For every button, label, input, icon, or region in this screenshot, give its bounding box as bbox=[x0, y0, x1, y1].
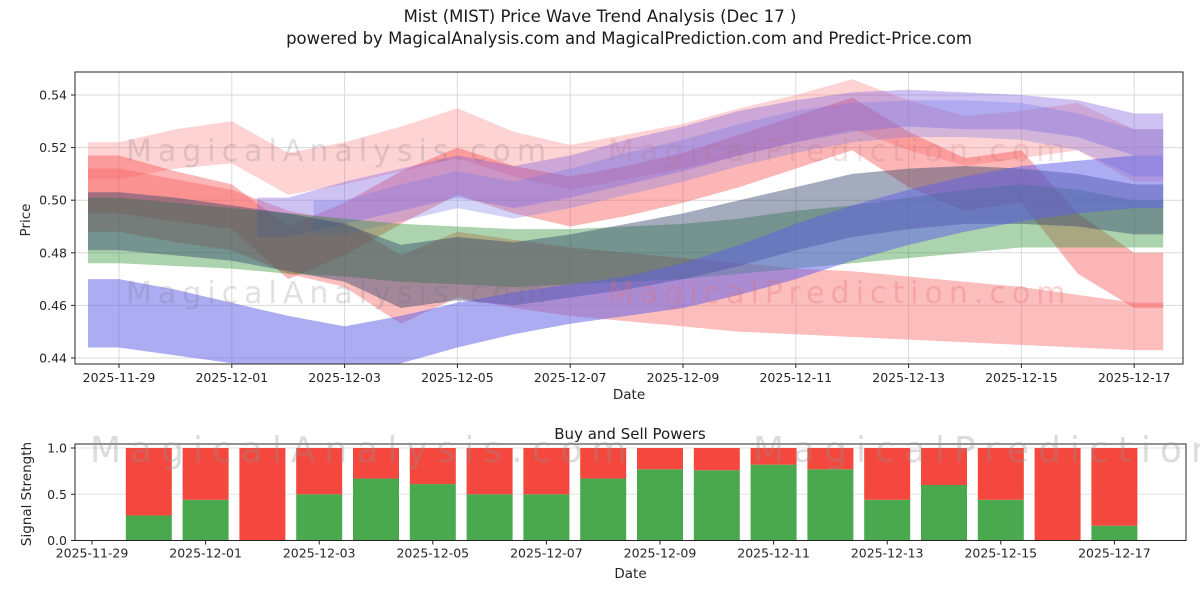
sell-bar bbox=[466, 448, 513, 495]
svg-text:2025-12-05: 2025-12-05 bbox=[396, 546, 469, 561]
sell-bar bbox=[296, 448, 343, 495]
buy-bar bbox=[864, 499, 911, 541]
svg-text:1.0: 1.0 bbox=[47, 441, 67, 456]
svg-text:2025-12-09: 2025-12-09 bbox=[647, 370, 720, 385]
sell-bar bbox=[580, 448, 627, 479]
buy-bar bbox=[693, 470, 740, 541]
svg-text:2025-12-13: 2025-12-13 bbox=[872, 370, 945, 385]
sell-bar bbox=[921, 448, 967, 485]
sell-bar bbox=[523, 448, 570, 495]
price-y-ticks: 0.44 0.46 0.48 0.50 0.52 0.54 bbox=[39, 88, 75, 366]
buy-bar bbox=[523, 494, 570, 541]
buy-bar bbox=[125, 515, 172, 541]
sell-bar bbox=[1034, 448, 1081, 541]
page-title: Mist (MIST) Price Wave Trend Analysis (D… bbox=[403, 7, 797, 26]
price-x-ticks: 2025-11-29 2025-12-01 2025-12-03 2025-12-05… bbox=[83, 364, 1171, 385]
svg-text:2025-12-17: 2025-12-17 bbox=[1078, 546, 1151, 561]
buy-bar bbox=[921, 485, 967, 541]
buy-bar bbox=[409, 484, 456, 541]
svg-text:2025-12-17: 2025-12-17 bbox=[1098, 370, 1171, 385]
band-red-main-wave bbox=[88, 97, 1164, 308]
svg-text:2025-12-15: 2025-12-15 bbox=[985, 370, 1058, 385]
svg-text:2025-12-03: 2025-12-03 bbox=[308, 370, 381, 385]
svg-text:0.54: 0.54 bbox=[39, 88, 67, 103]
svg-text:2025-12-13: 2025-12-13 bbox=[851, 546, 924, 561]
svg-text:0.46: 0.46 bbox=[39, 298, 67, 313]
sell-bar bbox=[125, 448, 172, 516]
svg-text:2025-12-11: 2025-12-11 bbox=[737, 546, 810, 561]
svg-text:2025-12-01: 2025-12-01 bbox=[195, 370, 268, 385]
svg-text:0.5: 0.5 bbox=[47, 487, 67, 502]
buy-bar bbox=[750, 464, 797, 541]
svg-text:2025-11-29: 2025-11-29 bbox=[83, 370, 156, 385]
svg-text:0.50: 0.50 bbox=[39, 193, 67, 208]
buy-sell-title: Buy and Sell Powers bbox=[554, 425, 706, 443]
svg-text:0.0: 0.0 bbox=[47, 533, 67, 548]
svg-text:2025-12-05: 2025-12-05 bbox=[421, 370, 494, 385]
date-axis-label-top: Date bbox=[612, 387, 646, 403]
svg-text:2025-12-11: 2025-12-11 bbox=[759, 370, 832, 385]
buy-bar bbox=[807, 469, 854, 541]
buy-bar bbox=[353, 478, 399, 541]
sell-bar bbox=[750, 448, 797, 465]
svg-text:0.48: 0.48 bbox=[39, 245, 67, 260]
price-wave-bands bbox=[88, 79, 1164, 364]
page-subtitle: powered by MagicalAnalysis.com and Magic… bbox=[286, 29, 972, 48]
sell-bar bbox=[409, 448, 456, 485]
svg-text:0.52: 0.52 bbox=[39, 140, 67, 155]
buy-bar bbox=[1091, 525, 1138, 541]
band-pink-pale-wave bbox=[88, 79, 1164, 195]
sell-bar bbox=[1091, 448, 1138, 526]
buy-bar bbox=[977, 499, 1024, 541]
buy-bar bbox=[296, 494, 343, 541]
signal-plot-border bbox=[74, 443, 1187, 541]
signal-x-ticks: 2025-11-29 2025-12-01 2025-12-03 2025-12-05… bbox=[56, 540, 1151, 561]
sell-bar bbox=[353, 448, 399, 479]
svg-text:2025-12-09: 2025-12-09 bbox=[624, 546, 697, 561]
buy-bar bbox=[637, 469, 683, 541]
buy-bar bbox=[580, 478, 627, 541]
sell-bar bbox=[637, 448, 683, 470]
date-axis-label-bottom: Date bbox=[614, 566, 647, 582]
sell-bar bbox=[807, 448, 854, 470]
sell-bar bbox=[693, 448, 740, 471]
svg-text:2025-12-01: 2025-12-01 bbox=[169, 546, 242, 561]
band-red-descending-band bbox=[88, 168, 1164, 351]
svg-text:2025-11-29: 2025-11-29 bbox=[56, 546, 129, 561]
svg-text:2025-12-15: 2025-12-15 bbox=[964, 546, 1037, 561]
svg-text:2025-12-07: 2025-12-07 bbox=[510, 546, 583, 561]
sell-bar bbox=[864, 448, 911, 500]
sell-bar bbox=[182, 448, 229, 500]
band-periwinkle-bottom-band bbox=[88, 155, 1164, 364]
band-blue-upper-band bbox=[313, 100, 1164, 235]
sell-bar bbox=[977, 448, 1024, 500]
buy-sell-bars bbox=[125, 448, 1138, 541]
buy-bar bbox=[466, 494, 513, 541]
price-plot-border bbox=[74, 71, 1184, 365]
buy-bar bbox=[182, 499, 229, 541]
svg-text:2025-12-07: 2025-12-07 bbox=[534, 370, 607, 385]
signal-y-ticks: 0.0 0.5 1.0 bbox=[47, 441, 75, 548]
svg-text:2025-12-03: 2025-12-03 bbox=[283, 546, 356, 561]
svg-text:0.44: 0.44 bbox=[39, 351, 67, 366]
sell-bar bbox=[239, 448, 286, 541]
band-violet-top-band bbox=[257, 89, 1164, 237]
